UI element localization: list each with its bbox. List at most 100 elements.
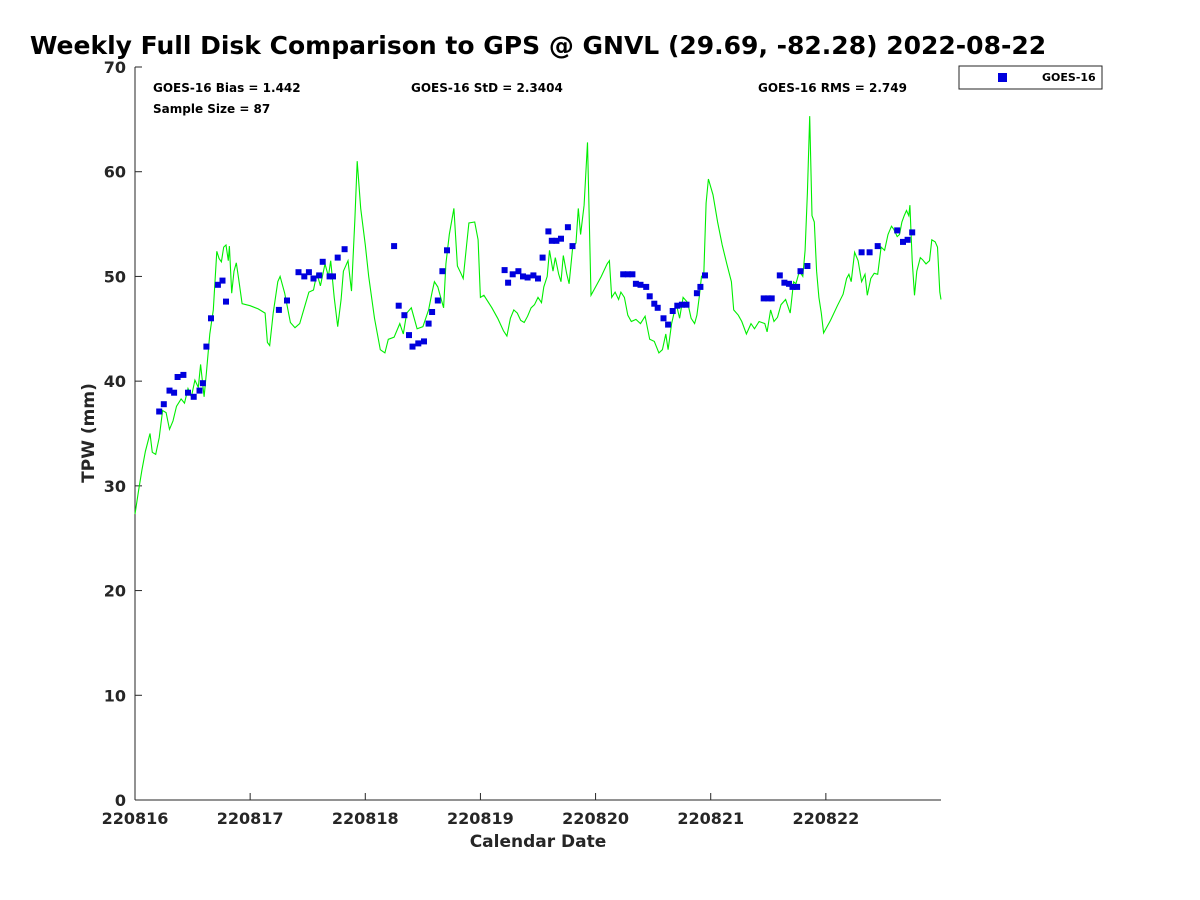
goes16-point bbox=[768, 295, 775, 302]
goes16-point bbox=[505, 279, 512, 286]
goes16-point bbox=[569, 243, 576, 250]
y-axis-label: TPW (mm) bbox=[79, 383, 99, 483]
goes16-point bbox=[904, 236, 911, 243]
goes16-point bbox=[185, 389, 191, 396]
goes16-point bbox=[539, 254, 546, 261]
goes16-point bbox=[900, 238, 906, 245]
goes16-point bbox=[171, 389, 178, 396]
goes16-point bbox=[434, 297, 441, 304]
goes16-point bbox=[789, 283, 796, 290]
goes16-point bbox=[509, 271, 516, 278]
goes16-point bbox=[545, 228, 552, 235]
goes16-point bbox=[203, 343, 210, 350]
legend-label: GOES-16 bbox=[1042, 71, 1096, 84]
std-stat: GOES-16 StD = 2.3404 bbox=[411, 81, 563, 95]
goes16-point bbox=[643, 283, 650, 290]
y-tick-label: 20 bbox=[104, 582, 126, 601]
goes16-point bbox=[444, 247, 450, 254]
goes16-point bbox=[765, 295, 772, 302]
goes16-point bbox=[624, 271, 631, 278]
goes16-point bbox=[697, 283, 704, 290]
goes16-point bbox=[646, 293, 653, 300]
rms-stat: GOES-16 RMS = 2.749 bbox=[758, 81, 907, 95]
goes16-point bbox=[196, 387, 203, 394]
x-tick-label: 220818 bbox=[332, 809, 399, 828]
goes16-point bbox=[564, 224, 571, 231]
goes16-point bbox=[674, 302, 681, 309]
goes16-point bbox=[275, 306, 282, 313]
goes16-point bbox=[406, 332, 412, 339]
goes16-point bbox=[524, 274, 531, 281]
goes16-point bbox=[326, 273, 333, 280]
series-layer bbox=[134, 116, 942, 515]
goes16-point bbox=[284, 297, 290, 304]
goes16-point bbox=[199, 380, 206, 387]
goes16-point bbox=[520, 273, 526, 280]
legend: GOES-16 bbox=[958, 65, 1103, 90]
goes16-point bbox=[909, 229, 916, 236]
goes16-point bbox=[558, 235, 564, 242]
goes16-point bbox=[208, 315, 214, 322]
goes16-point bbox=[548, 237, 555, 244]
goes16-point bbox=[395, 302, 402, 309]
goes16-point bbox=[553, 237, 560, 244]
goes16-point bbox=[535, 275, 541, 282]
goes16-point bbox=[660, 315, 667, 322]
goes16-point bbox=[683, 301, 690, 308]
goes16-point bbox=[391, 243, 398, 250]
goes16-point bbox=[858, 249, 865, 256]
goes16-point bbox=[665, 321, 672, 328]
goes16-point bbox=[786, 280, 792, 287]
axes-frame bbox=[134, 67, 941, 801]
goes16-point bbox=[702, 272, 708, 279]
goes16-point bbox=[341, 246, 348, 253]
bias-stat: GOES-16 Bias = 1.442 bbox=[153, 81, 301, 95]
goes16-point bbox=[180, 371, 187, 378]
goes16-point bbox=[223, 298, 229, 305]
x-tick-label: 220817 bbox=[217, 809, 284, 828]
y-tick-label: 40 bbox=[104, 372, 126, 391]
goes16-point bbox=[219, 277, 226, 284]
goes16-point bbox=[330, 273, 336, 280]
goes16-point bbox=[401, 312, 408, 319]
y-ticks: 0 10 20 30 40 50 60 70 bbox=[104, 58, 142, 810]
x-tick-label: 220821 bbox=[677, 809, 744, 828]
y-tick-label: 70 bbox=[104, 58, 126, 77]
goes16-point bbox=[429, 309, 436, 315]
gps-tpw-line bbox=[134, 116, 942, 515]
y-tick-label: 50 bbox=[104, 267, 126, 286]
goes16-point bbox=[866, 249, 873, 256]
y-tick-label: 10 bbox=[104, 686, 126, 705]
legend-box bbox=[958, 65, 1103, 90]
sample-size-stat: Sample Size = 87 bbox=[153, 102, 270, 116]
goes16-point bbox=[632, 280, 639, 287]
goes16-point bbox=[214, 281, 221, 288]
goes16-point bbox=[160, 401, 167, 408]
goes16-point bbox=[316, 272, 323, 279]
goes16-point bbox=[425, 320, 432, 327]
goes16-point bbox=[515, 268, 522, 275]
x-tick-label: 220816 bbox=[102, 809, 169, 828]
goes16-point bbox=[797, 268, 804, 275]
goes16-point bbox=[319, 258, 326, 265]
goes16-point bbox=[669, 308, 676, 314]
goes16-point bbox=[156, 408, 163, 415]
x-tick-label: 220820 bbox=[562, 809, 629, 828]
goes16-point bbox=[654, 304, 661, 311]
goes16-point bbox=[415, 340, 422, 347]
goes16-point bbox=[693, 290, 700, 297]
goes16-point bbox=[794, 283, 801, 290]
goes16-point bbox=[305, 269, 312, 276]
goes16-point bbox=[651, 300, 658, 307]
x-ticks: 220816 220817 220818 220819 220820 220821 2208… bbox=[102, 793, 859, 828]
goes16-point bbox=[781, 279, 788, 286]
chart-title: Weekly Full Disk Comparison to GPS @ GNV… bbox=[30, 31, 1046, 60]
y-tick-label: 60 bbox=[104, 163, 126, 182]
goes16-point bbox=[678, 301, 685, 308]
goes16-point bbox=[439, 268, 446, 275]
x-tick-label: 220819 bbox=[447, 809, 514, 828]
goes16-point bbox=[166, 387, 173, 394]
goes16-point bbox=[804, 263, 811, 269]
goes16-point bbox=[894, 227, 901, 234]
